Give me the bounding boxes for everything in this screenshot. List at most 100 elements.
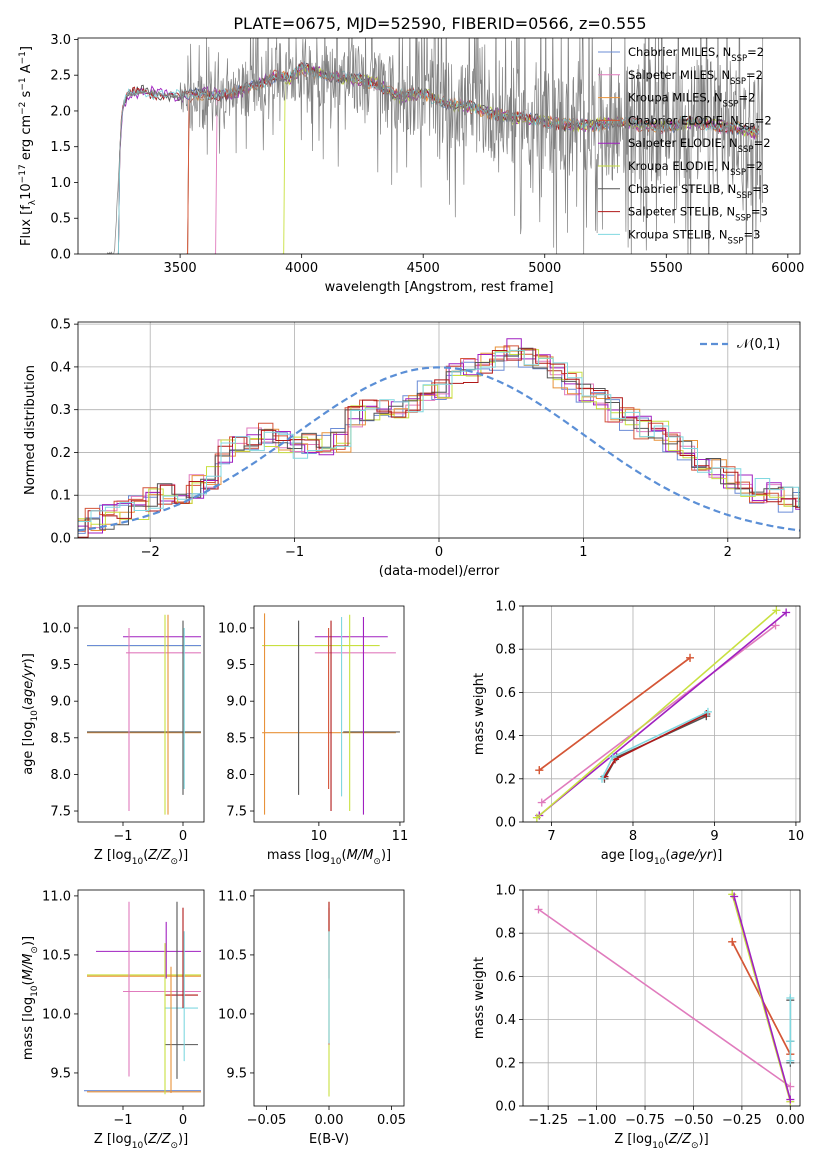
mass-vs-Z-plot-area <box>84 901 201 1095</box>
residuals-frame <box>77 321 801 539</box>
mass-vs-ebv-y-tick-label: 10.5 <box>218 948 247 963</box>
residuals-y-tick-label: 0.2 <box>50 446 71 461</box>
weight-vs-Z-y-tick-label: 0.6 <box>495 970 516 985</box>
weight-vs-Z-x-tick-label: −1.00 <box>577 1113 617 1128</box>
age-vs-mass-x-tick-label: 10 <box>311 829 328 844</box>
weight-vs-Z-x-tick-label: −0.75 <box>625 1113 665 1128</box>
weight-point <box>786 1037 795 1046</box>
residuals-x-tick-label: 2 <box>724 545 732 560</box>
mass-vs-Z-x-tick-label: −1 <box>113 1113 132 1128</box>
weight-point <box>772 606 781 615</box>
weight-vs-Z-y-axis-label: mass weight <box>472 957 487 1039</box>
residual-histogram-chabrier-elodie <box>78 345 800 532</box>
age-vs-mass-y-tick-label: 7.5 <box>226 805 247 820</box>
age-vs-Z-y-axis-label: age [log10(age/yr)] <box>21 653 40 775</box>
mass-vs-Z-frame <box>77 889 205 1107</box>
mass-vs-Z-x-axis-label: Z [log10(Z/Z⊙)] <box>94 1132 188 1151</box>
legend-entry: Salpeter STELIB, NSSP=3 <box>628 205 768 224</box>
weight-vs-age-y-tick-label: 0.0 <box>495 816 516 831</box>
mass-vs-ebv-y-tick-label: 11.0 <box>218 889 247 904</box>
weight-vs-age-panel: 7 8 9 10 0.0 0.2 0.4 0.6 0.8 1.0 age [log10(age/yr… <box>472 600 804 868</box>
residual-histogram-kroupa-stelib <box>78 349 800 522</box>
weight-vs-Z-frame <box>522 889 801 1107</box>
age-vs-Z-x-tick-label: 0 <box>179 829 187 844</box>
age-vs-mass-y-tick-label: 9.5 <box>226 658 247 673</box>
mass-vs-Z-x-tick-label: 0 <box>179 1113 187 1128</box>
age-vs-mass-y-tick-label: 9.0 <box>226 695 247 710</box>
age-vs-mass-x-axis-label: mass [log10(M/M⊙)] <box>267 848 391 867</box>
mass-vs-Z-y-tick-label: 10.0 <box>42 1007 71 1022</box>
age-vs-Z-y-tick-label: 9.5 <box>50 658 71 673</box>
mass-vs-Z-y-tick-label: 10.5 <box>42 948 71 963</box>
spectrum-x-tick-label: 6000 <box>771 261 804 276</box>
weight-vs-age-x-tick-label: 9 <box>710 829 718 844</box>
weight-point <box>532 813 541 822</box>
mass-vs-ebv-y-tick-label: 10.0 <box>218 1007 247 1022</box>
weight-vs-age-y-tick-label: 1.0 <box>495 600 516 615</box>
weight-vs-age-y-tick-label: 0.2 <box>495 772 516 787</box>
weight-point <box>534 905 543 914</box>
residuals-panel: −2 −1 0 1 2 0.0 0.1 0.2 0.3 0.4 0.5 (data-model)/er… <box>23 318 801 579</box>
residuals-y-tick-label: 0.0 <box>50 532 71 547</box>
residuals-plot-area <box>78 338 800 538</box>
weight-vs-Z-x-tick-label: −0.25 <box>722 1113 762 1128</box>
legend-entry: Kroupa ELODIE, NSSP=2 <box>628 159 763 178</box>
weight-vs-Z-plot-area <box>534 890 795 1106</box>
weight-vs-Z-y-tick-label: 0.2 <box>495 1056 516 1071</box>
residual-histogram-salpeter-stelib <box>78 348 800 538</box>
weight-vs-Z-y-tick-label: 1.0 <box>495 884 516 899</box>
weight-vs-Z-x-tick-label: 0.00 <box>776 1113 805 1128</box>
observed-spectrum <box>107 38 764 254</box>
age-vs-Z-x-tick-label: −1 <box>113 829 132 844</box>
weight-vs-Z-x-tick-label: −0.50 <box>674 1113 714 1128</box>
mass-vs-Z-y-tick-label: 9.5 <box>50 1066 71 1081</box>
spectrum-y-tick-label: 0.5 <box>50 212 71 227</box>
spectrum-y-tick-label: 0.0 <box>50 248 71 263</box>
weight-vs-age-x-tick-label: 8 <box>629 829 637 844</box>
age-vs-mass-y-tick-label: 8.5 <box>226 731 247 746</box>
mass-vs-ebv-x-tick-label: 0.05 <box>377 1113 406 1128</box>
weight-series-salpeter-miles <box>538 908 791 1088</box>
weight-series-salpeter-elodie <box>733 896 792 1100</box>
age-vs-mass-panel: 10 11 7.5 8.0 8.5 9.0 9.5 10.0 mass [log10(M/M⊙)… <box>218 605 408 867</box>
weight-point <box>535 766 544 775</box>
weight-series-chabrier-stelib <box>603 715 707 780</box>
residuals-x-tick-label: −1 <box>285 545 304 560</box>
weight-point <box>730 892 739 901</box>
weight-vs-age-frame <box>522 605 801 823</box>
spectrum-x-tick-label: 4000 <box>285 261 318 276</box>
weight-point <box>537 798 546 807</box>
weight-vs-Z-grid <box>523 889 800 1107</box>
age-vs-Z-x-axis-label: Z [log10(Z/Z⊙)] <box>94 848 188 867</box>
residuals-grid <box>78 322 800 539</box>
age-vs-Z-y-tick-label: 10.0 <box>42 621 71 636</box>
weight-vs-age-y-tick-label: 0.4 <box>495 729 516 744</box>
spectrum-plot-area <box>107 38 764 254</box>
age-vs-Z-plot-area <box>87 614 201 815</box>
weight-vs-age-y-axis-label: mass weight <box>472 673 487 755</box>
normal-distribution-curve <box>78 366 800 532</box>
weight-series-chabrier-elodie <box>538 657 691 771</box>
weight-series-kroupa-elodie <box>536 609 777 819</box>
residual-histogram-kroupa-elodie <box>78 349 800 525</box>
mass-vs-ebv-x-axis-label: E(B-V) <box>309 1132 349 1147</box>
age-vs-Z-y-tick-label: 8.0 <box>50 768 71 783</box>
residuals-y-tick-label: 0.1 <box>50 489 71 504</box>
weight-vs-age-plot-area <box>532 606 791 822</box>
weight-series-salpeter-miles <box>541 624 777 804</box>
residuals-y-tick-label: 0.5 <box>50 318 71 333</box>
mass-vs-metallicity-panel: −1 0 9.5 10.0 10.5 11.0 Z [log10(Z/Z⊙)] mass [l… <box>21 889 205 1151</box>
weight-vs-Z-x-tick-label: −1.25 <box>528 1113 568 1128</box>
spectrum-y-tick-label: 1.5 <box>50 140 71 155</box>
residuals-legend: 𝒩(0,1) <box>700 337 780 352</box>
spectrum-frame <box>77 37 801 255</box>
weight-vs-age-y-tick-label: 0.8 <box>495 643 516 658</box>
age-vs-Z-y-tick-label: 9.0 <box>50 695 71 710</box>
spectrum-y-tick-label: 2.0 <box>50 104 71 119</box>
weight-vs-age-x-tick-label: 10 <box>788 829 805 844</box>
spectrum-y-axis-label: Flux [fλ10−17 erg cm−2 s−1 A−1] <box>18 46 38 246</box>
spectrum-x-tick-label: 3500 <box>164 261 197 276</box>
weight-point <box>786 1082 795 1091</box>
mass-vs-ebv-y-tick-label: 9.5 <box>226 1066 247 1081</box>
weight-point <box>608 753 617 762</box>
